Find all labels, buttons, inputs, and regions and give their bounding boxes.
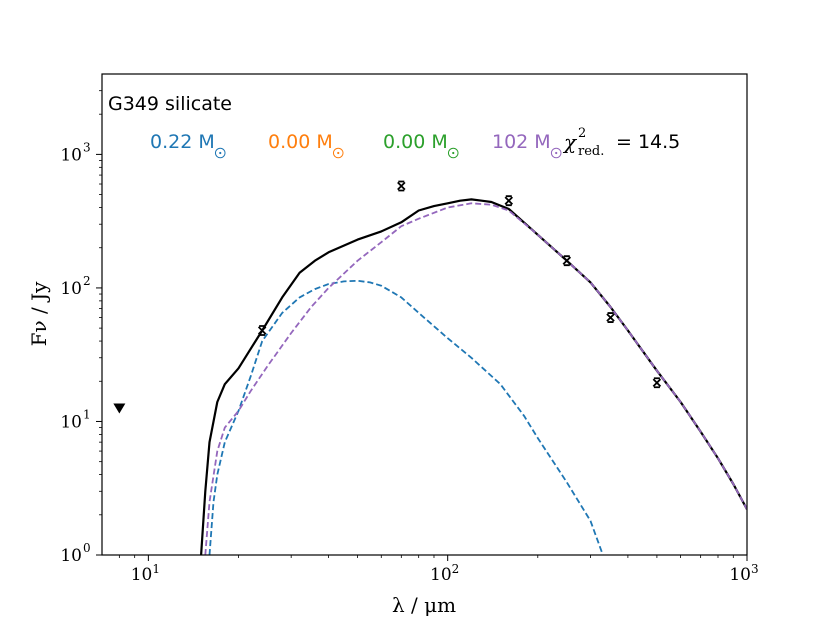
chi2-label: χ 2 red. = 14.5 — [562, 126, 680, 159]
x-axis-label: λ / μm — [392, 593, 456, 617]
legend-entry-2: 0.00 M — [383, 131, 459, 159]
x-tick-label-1: 102 — [430, 562, 459, 585]
series-layer — [200, 198, 747, 555]
chi2-value: = 14.5 — [616, 131, 680, 153]
solar-mass-icon-dot — [452, 151, 455, 155]
observation-marker-0 — [257, 325, 267, 336]
solar-mass-icon — [447, 147, 459, 159]
solar-mass-icon — [550, 147, 562, 159]
legend-label-2: 0.00 M — [383, 131, 448, 153]
y-tick-exp-1: 1 — [83, 407, 91, 421]
chi2-sup: 2 — [578, 126, 586, 141]
series-line-0 — [200, 198, 747, 555]
observation-marker-2 — [504, 195, 514, 207]
observation-marker-3 — [562, 255, 572, 267]
solar-mass-icon-dot — [337, 151, 340, 155]
solar-mass-icon-dot — [555, 151, 558, 155]
legend-entry-0: 0.22 M — [150, 131, 226, 159]
observation-marker-1 — [397, 180, 406, 192]
x-tick-label-0: 101 — [131, 562, 160, 585]
y-tick-label-0: 10 — [60, 546, 82, 566]
component-legend: 0.22 M 0.00 M 0.00 M 102 M — [150, 131, 562, 159]
legend-entry-3: 102 M — [492, 131, 562, 159]
y-tick-label-1: 10 — [60, 412, 82, 432]
solar-mass-icon — [214, 147, 226, 159]
legend-entry-1: 0.00 M — [268, 131, 344, 159]
legend-label-1: 0.00 M — [268, 131, 333, 153]
upper-limit-marker-0 — [113, 403, 126, 414]
y-tick-label-2: 10 — [60, 279, 82, 299]
solar-mass-icon-dot — [219, 151, 222, 155]
y-axis-label: Fν / Jy — [27, 281, 51, 347]
series-line-2 — [204, 202, 747, 555]
y-tick-exp-3: 3 — [83, 140, 91, 154]
chi2-symbol: χ — [562, 130, 578, 154]
legend-label-3: 102 M — [492, 131, 551, 153]
y-tick-exp-0: 0 — [83, 541, 91, 555]
plot-frame — [101, 73, 748, 556]
observation-marker-5 — [652, 377, 662, 389]
observation-marker-4 — [606, 312, 615, 323]
legend-label-0: 0.22 M — [150, 131, 215, 153]
solar-mass-icon — [332, 147, 344, 159]
chart-title: G349 silicate — [108, 93, 232, 115]
x-tick-label-2: 103 — [729, 562, 758, 585]
chi2-sub: red. — [578, 144, 604, 159]
series-line-1 — [208, 279, 604, 555]
y-tick-label-3: 10 — [60, 145, 82, 165]
marker-layer — [113, 180, 662, 414]
y-tick-exp-2: 2 — [83, 274, 91, 288]
